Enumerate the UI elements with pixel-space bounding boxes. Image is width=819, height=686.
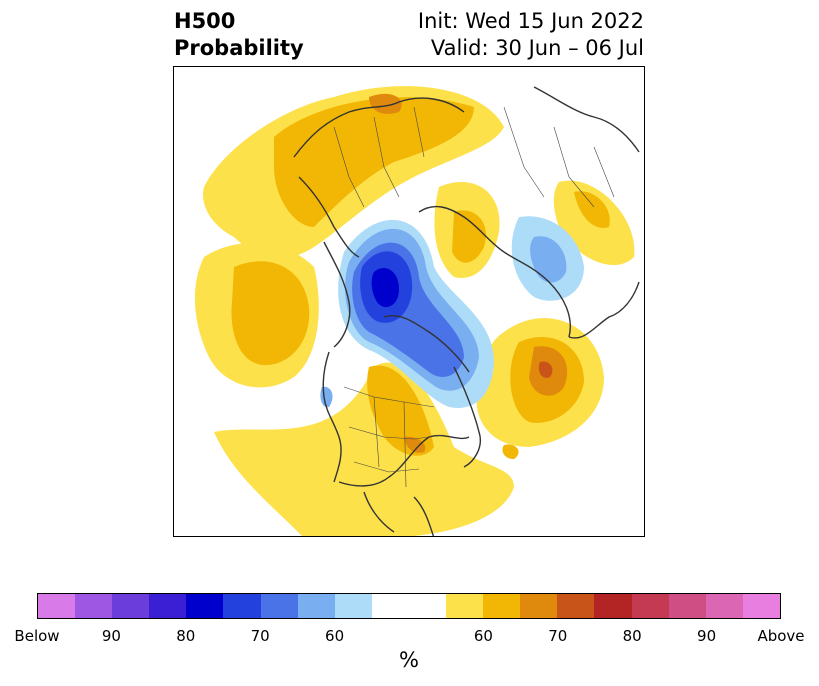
colorbar-segment <box>557 594 595 618</box>
above-region-arctic-core <box>452 210 486 263</box>
colorbar <box>37 593 781 619</box>
below-region-pacific-nw <box>320 386 333 408</box>
colorbar-segment <box>297 594 335 618</box>
above-region-aleutian <box>502 444 519 459</box>
colorbar-segment <box>520 594 558 618</box>
colorbar-segment <box>75 594 113 618</box>
title-variable: H500 <box>174 9 236 33</box>
colorbar-segment <box>112 594 150 618</box>
above-region-pacific-max <box>538 361 553 378</box>
colorbar-segment <box>668 594 706 618</box>
colorbar-tick-label: 90 <box>101 627 121 645</box>
colorbar-tick-label: Above <box>757 627 805 645</box>
colorbar-segment <box>483 594 521 618</box>
colorbar-tick-label: 90 <box>697 627 717 645</box>
colorbar-segment <box>408 594 447 618</box>
colorbar-segment <box>446 594 484 618</box>
colorbar-segment <box>371 594 409 618</box>
map-title: H500 Probability <box>174 8 304 62</box>
colorbar-segment <box>631 594 669 618</box>
colorbar-segment <box>149 594 187 618</box>
above-region-scandinavia <box>369 93 402 114</box>
probability-map <box>173 66 645 537</box>
below-region-arctic-max <box>371 268 399 308</box>
colorbar-tick-label: 70 <box>548 627 568 645</box>
colorbar-tick-label: 80 <box>176 627 196 645</box>
above-region-atlantic-core <box>231 261 310 366</box>
above-region-canada-core <box>367 365 434 456</box>
colorbar-segment <box>38 594 76 618</box>
colorbar-segment <box>186 594 224 618</box>
map-canvas <box>194 86 640 536</box>
below-normal-regions <box>320 216 584 408</box>
colorbar-segment <box>334 594 372 618</box>
colorbar-segment <box>705 594 743 618</box>
above-region-europe-core <box>274 97 474 227</box>
colorbar-segment <box>594 594 632 618</box>
below-region-siberia-core <box>530 236 567 283</box>
colorbar-segment <box>260 594 298 618</box>
colorbar-unit: % <box>399 648 419 672</box>
colorbar-tick-label: 60 <box>473 627 493 645</box>
colorbar-tick-label: 70 <box>250 627 270 645</box>
above-region-north-america <box>214 362 514 536</box>
colorbar-segment <box>223 594 261 618</box>
above-region-hudson <box>404 436 426 453</box>
init-date: Init: Wed 15 Jun 2022 <box>417 9 644 33</box>
colorbar-segment <box>742 594 780 618</box>
colorbar-tick-label: 80 <box>622 627 642 645</box>
forecast-dates: Init: Wed 15 Jun 2022 Valid: 30 Jun – 06… <box>418 8 644 62</box>
valid-range: Valid: 30 Jun – 06 Jul <box>430 36 644 60</box>
coastlines <box>293 86 640 536</box>
colorbar-tick-label: Below <box>14 627 60 645</box>
above-normal-regions <box>194 86 635 536</box>
borders <box>333 106 615 488</box>
above-region-siberia-core <box>574 191 610 228</box>
colorbar-tick-label: 60 <box>325 627 345 645</box>
title-quantity: Probability <box>174 36 304 60</box>
